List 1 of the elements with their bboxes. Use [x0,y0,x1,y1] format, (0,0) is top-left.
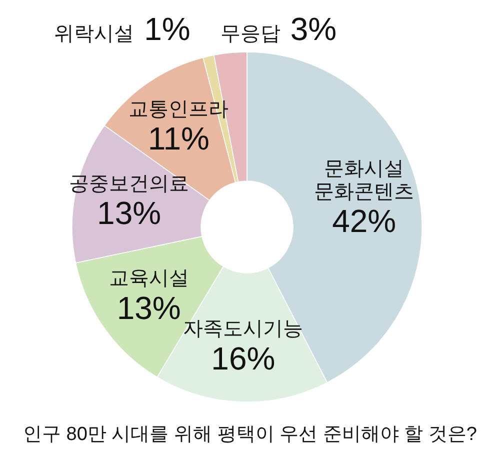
title: 인구 80만 시대를 위해 평택이 우선 준비해야 할 것은? [23,424,477,445]
